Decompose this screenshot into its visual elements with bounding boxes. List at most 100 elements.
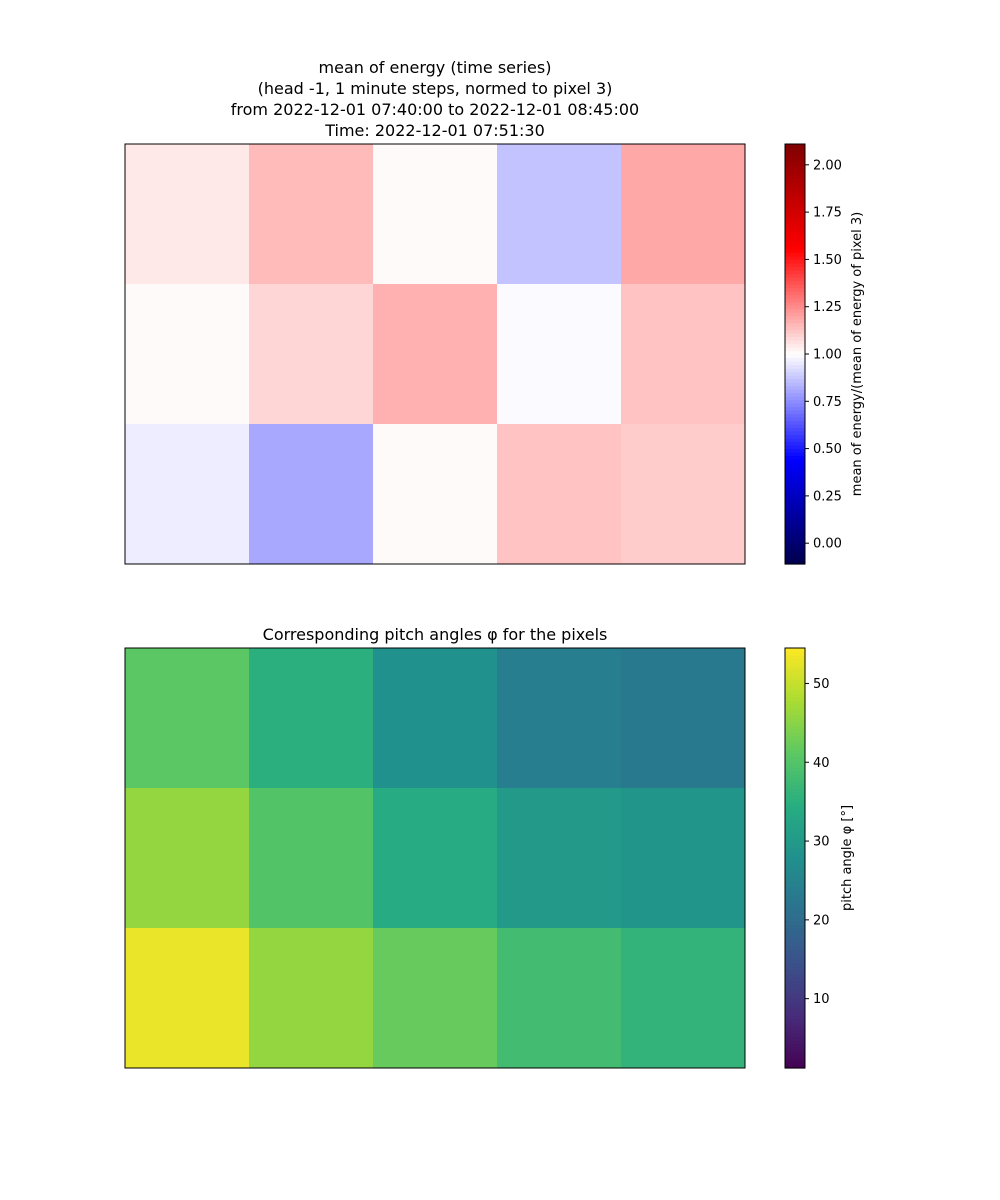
colorbar-segment xyxy=(785,914,805,919)
colorbar-segment xyxy=(785,357,805,362)
colorbar-segment xyxy=(785,347,805,352)
colorbar-segment xyxy=(785,252,805,257)
colorbar-segment xyxy=(785,893,805,898)
energy-colorbar-gradient xyxy=(785,144,805,565)
colorbar-segment xyxy=(785,287,805,292)
colorbar-segment xyxy=(785,830,805,835)
heatmap-cell xyxy=(497,648,622,789)
colorbar-segment xyxy=(785,980,805,985)
colorbar-segment xyxy=(785,179,805,184)
colorbar-segment xyxy=(785,196,805,201)
colorbar-segment xyxy=(785,340,805,345)
colorbar-segment xyxy=(785,144,805,149)
pitch-heatmap-frame xyxy=(124,647,746,1069)
colorbar-segment xyxy=(785,795,805,800)
heatmap-cell xyxy=(373,648,498,789)
colorbar-segment xyxy=(785,462,805,467)
colorbar-segment xyxy=(785,910,805,915)
colorbar-segment xyxy=(785,935,805,940)
colorbar-segment xyxy=(785,207,805,212)
colorbar-segment xyxy=(785,784,805,789)
colorbar-segment xyxy=(785,410,805,415)
colorbar-segment xyxy=(785,560,805,565)
colorbar-segment xyxy=(785,525,805,530)
heatmap-cell xyxy=(621,928,746,1069)
colorbar-segment xyxy=(785,399,805,404)
colorbar-segment xyxy=(785,406,805,411)
colorbar-segment xyxy=(785,1057,805,1062)
colorbar-segment xyxy=(785,294,805,299)
colorbar-segment xyxy=(785,1054,805,1059)
heatmap-cell xyxy=(125,648,250,789)
colorbar-segment xyxy=(785,1033,805,1038)
colorbar-segment xyxy=(785,991,805,996)
colorbar-segment xyxy=(785,711,805,716)
heatmap-cell xyxy=(373,144,498,285)
colorbar-segment xyxy=(785,665,805,670)
heatmap-cell xyxy=(621,424,746,565)
colorbar-segment xyxy=(785,921,805,926)
colorbar-segment xyxy=(785,844,805,849)
colorbar-segment xyxy=(785,445,805,450)
colorbar-segment xyxy=(785,539,805,544)
colorbar-tick-label: 1.25 xyxy=(813,300,842,315)
colorbar-segment xyxy=(785,704,805,709)
colorbar-segment xyxy=(785,203,805,208)
energy-panel: mean of energy (time series) (head -1, 1… xyxy=(124,58,865,565)
heatmap-cell xyxy=(373,284,498,425)
colorbar-tick-label: 10 xyxy=(813,992,830,1007)
colorbar-segment xyxy=(785,182,805,187)
colorbar-segment xyxy=(785,984,805,989)
colorbar-segment xyxy=(785,375,805,380)
colorbar-segment xyxy=(785,732,805,737)
colorbar-segment xyxy=(785,826,805,831)
colorbar-segment xyxy=(785,382,805,387)
pitch-colorbar-label: pitch angle φ [°] xyxy=(840,805,855,911)
colorbar-segment xyxy=(785,742,805,747)
colorbar-segment xyxy=(785,284,805,289)
colorbar-segment xyxy=(785,473,805,478)
colorbar-segment xyxy=(785,497,805,502)
heatmap-cell xyxy=(497,788,622,929)
colorbar-segment xyxy=(785,889,805,894)
colorbar-segment xyxy=(785,672,805,677)
colorbar-segment xyxy=(785,1012,805,1017)
colorbar-segment xyxy=(785,760,805,765)
colorbar-segment xyxy=(785,392,805,397)
colorbar-segment xyxy=(785,854,805,859)
colorbar-segment xyxy=(785,928,805,933)
colorbar-segment xyxy=(785,945,805,950)
heatmap-cell xyxy=(497,144,622,285)
colorbar-segment xyxy=(785,798,805,803)
colorbar-segment xyxy=(785,931,805,936)
colorbar-segment xyxy=(785,235,805,240)
colorbar-segment xyxy=(785,511,805,516)
colorbar-segment xyxy=(785,767,805,772)
colorbar-tick-label: 2.00 xyxy=(813,158,842,173)
colorbar-segment xyxy=(785,875,805,880)
colorbar-tick-label: 40 xyxy=(813,756,830,771)
colorbar-segment xyxy=(785,669,805,674)
colorbar-segment xyxy=(785,998,805,1003)
colorbar-segment xyxy=(785,763,805,768)
colorbar-segment xyxy=(785,851,805,856)
colorbar-segment xyxy=(785,403,805,408)
colorbar-segment xyxy=(785,1036,805,1041)
colorbar-segment xyxy=(785,259,805,264)
heatmap-cell xyxy=(249,144,374,285)
colorbar-segment xyxy=(785,753,805,758)
colorbar-segment xyxy=(785,455,805,460)
colorbar-segment xyxy=(785,546,805,551)
colorbar-segment xyxy=(785,676,805,681)
colorbar-segment xyxy=(785,1026,805,1031)
colorbar-segment xyxy=(785,973,805,978)
colorbar-segment xyxy=(785,333,805,338)
colorbar-segment xyxy=(785,245,805,250)
energy-title-line-3: from 2022-12-01 07:40:00 to 2022-12-01 0… xyxy=(231,100,639,119)
colorbar-segment xyxy=(785,368,805,373)
colorbar-segment xyxy=(785,805,805,810)
colorbar-segment xyxy=(785,725,805,730)
colorbar-segment xyxy=(785,781,805,786)
colorbar-segment xyxy=(785,441,805,446)
heatmap-cell xyxy=(373,424,498,565)
